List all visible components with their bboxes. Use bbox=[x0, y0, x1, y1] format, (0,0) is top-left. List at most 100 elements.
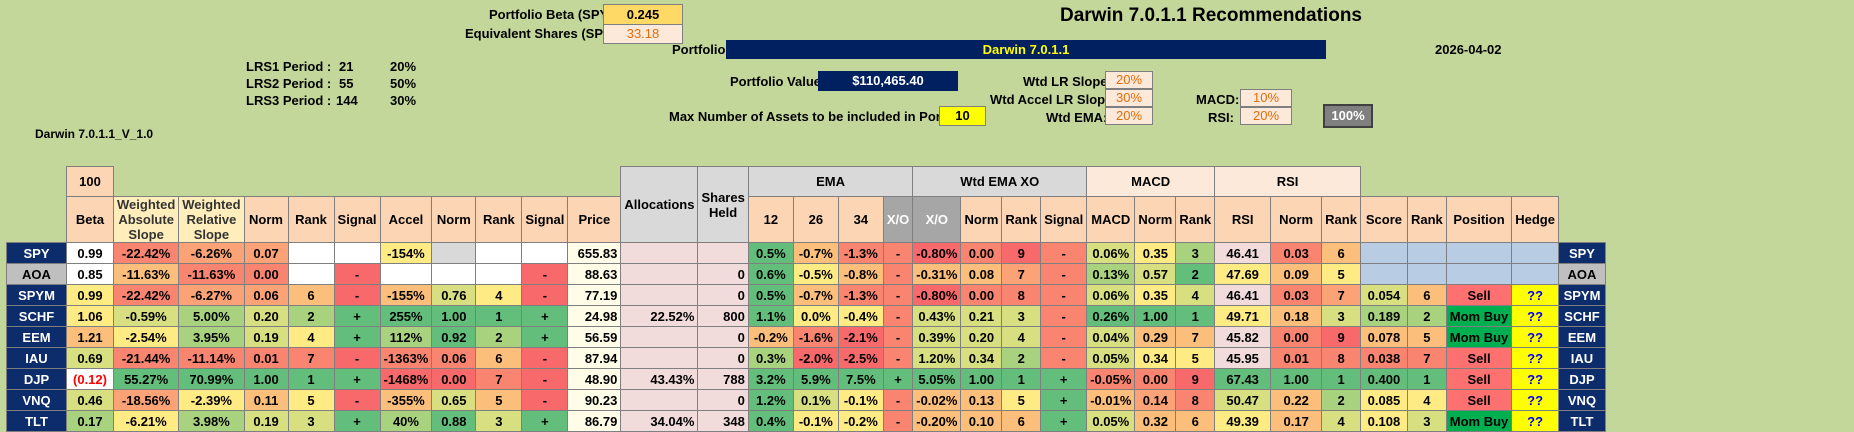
wtd-lr-slope-value[interactable]: 20% bbox=[1105, 71, 1153, 89]
rsi-cell: 50.47 bbox=[1214, 389, 1272, 411]
n4-cell: 0.35 bbox=[1134, 284, 1177, 306]
r4-cell: 3 bbox=[1175, 242, 1216, 264]
r3-cell: 5 bbox=[1001, 389, 1042, 411]
was-cell: -0.59% bbox=[112, 305, 180, 327]
n5-cell: 0.03 bbox=[1270, 284, 1323, 306]
wxo-cell: -0.31% bbox=[912, 263, 962, 285]
r1-cell bbox=[287, 263, 335, 285]
lrs3-label: LRS3 Period : bbox=[246, 93, 332, 108]
score-cell: 0.400 bbox=[1359, 368, 1408, 390]
wrs-cell: -11.63% bbox=[178, 263, 245, 285]
r2-cell: 3 bbox=[475, 410, 523, 432]
s3-cell: + bbox=[1040, 389, 1088, 411]
pos-cell: Mom Buy bbox=[1445, 410, 1513, 432]
n2-cell: 0.88 bbox=[431, 410, 477, 432]
score-cell: 0.108 bbox=[1359, 410, 1408, 432]
wtd-ema-value[interactable]: 20% bbox=[1105, 107, 1153, 125]
max-assets-label: Max Number of Assets to be included in P… bbox=[669, 109, 977, 124]
e34-cell: -1.3% bbox=[837, 242, 884, 264]
n1-cell: 0.06 bbox=[243, 284, 289, 306]
rsi-weight-value[interactable]: 20% bbox=[1240, 107, 1292, 125]
ticker-right-cell: AOA bbox=[1557, 263, 1606, 285]
macd-weight-label: MACD: bbox=[1196, 92, 1240, 107]
rk-cell: 2 bbox=[1406, 305, 1447, 327]
alloc-cell bbox=[620, 326, 699, 348]
r1-cell: 1 bbox=[287, 368, 335, 390]
r1-cell: 3 bbox=[287, 410, 335, 432]
r2-cell bbox=[475, 242, 523, 264]
e34-cell: -0.8% bbox=[837, 263, 884, 285]
pos-cell bbox=[1445, 263, 1513, 285]
wtd-lr-slope-label: Wtd LR Slope: bbox=[1023, 74, 1112, 89]
n2-cell: 0.76 bbox=[431, 284, 477, 306]
pos-cell: Sell bbox=[1445, 368, 1513, 390]
score-cell bbox=[1359, 242, 1408, 264]
ticker-right-cell: SPY bbox=[1557, 242, 1606, 264]
r3-cell: 8 bbox=[1001, 284, 1042, 306]
price-cell: 87.94 bbox=[567, 347, 622, 369]
pos-cell: Mom Buy bbox=[1445, 305, 1513, 327]
n5-cell: 1.00 bbox=[1270, 368, 1323, 390]
lrs2-label: LRS2 Period : bbox=[246, 76, 332, 91]
beta-header: Beta bbox=[66, 196, 114, 243]
s1-cell: - bbox=[333, 263, 381, 285]
ticker-right-cell: SPYM bbox=[1557, 284, 1606, 306]
norm5-header: Norm bbox=[1270, 196, 1323, 243]
xo-cell: - bbox=[882, 410, 914, 432]
e12-cell: -0.2% bbox=[747, 326, 794, 348]
price-cell: 56.59 bbox=[567, 326, 622, 348]
wrs-cell: 70.99% bbox=[178, 368, 245, 390]
macd-cell: -0.05% bbox=[1086, 368, 1136, 390]
r4-cell: 8 bbox=[1175, 389, 1216, 411]
n5-cell: 0.09 bbox=[1270, 263, 1323, 285]
was-header: Weighted Absolute Slope bbox=[112, 196, 180, 243]
r2-cell: 4 bbox=[475, 284, 523, 306]
wrs-cell: -6.27% bbox=[178, 284, 245, 306]
sh-cell: 0 bbox=[697, 326, 749, 348]
accel-header: Accel bbox=[379, 196, 433, 243]
n3-cell: 0.34 bbox=[960, 347, 1003, 369]
xo-cell: - bbox=[882, 263, 914, 285]
n2-cell: 0.65 bbox=[431, 389, 477, 411]
max-assets-value[interactable]: 10 bbox=[939, 106, 986, 126]
ticker-right-cell: DJP bbox=[1557, 368, 1606, 390]
s2-cell: - bbox=[521, 347, 569, 369]
hedge-cell: ?? bbox=[1511, 305, 1559, 327]
rank3-header: Rank bbox=[1001, 196, 1042, 243]
hedge-cell: ?? bbox=[1511, 347, 1559, 369]
norm1-header: Norm bbox=[243, 196, 289, 243]
score-cell: 0.078 bbox=[1359, 326, 1408, 348]
score-cell: 0.189 bbox=[1359, 305, 1408, 327]
hedge-cell: ?? bbox=[1511, 389, 1559, 411]
beta-cell: 1.06 bbox=[66, 305, 114, 327]
ticker-cell: DJP bbox=[6, 368, 67, 390]
wtd-accel-value[interactable]: 30% bbox=[1105, 89, 1153, 107]
allocations-header: Allocations bbox=[620, 166, 699, 243]
wrs-cell: -6.26% bbox=[178, 242, 245, 264]
r5-cell: 9 bbox=[1321, 326, 1361, 348]
position-header: Position bbox=[1445, 196, 1513, 243]
macd-weight-value[interactable]: 10% bbox=[1240, 89, 1292, 107]
r3-cell: 9 bbox=[1001, 242, 1042, 264]
n5-cell: 0.00 bbox=[1270, 326, 1323, 348]
r2-cell: 7 bbox=[475, 368, 523, 390]
portfolio-value: $110,465.40 bbox=[818, 71, 958, 91]
table-row: EEM 1.21 -2.54% 3.95% 0.19 4 +112% 0.92 2 +56.59 0… bbox=[6, 326, 1606, 348]
hedge-header: Hedge bbox=[1511, 196, 1559, 243]
r4-cell: 5 bbox=[1175, 347, 1216, 369]
rank5-header: Rank bbox=[1321, 196, 1361, 243]
n3-cell: 0.00 bbox=[960, 284, 1003, 306]
ticker-right-cell: TLT bbox=[1557, 410, 1606, 432]
rsi-header: RSI bbox=[1214, 196, 1272, 243]
xo2-header: X/O bbox=[912, 196, 962, 243]
n3-cell: 0.10 bbox=[960, 410, 1003, 432]
e26-cell: -1.6% bbox=[792, 326, 839, 348]
signal2-header: Signal bbox=[521, 196, 569, 243]
n4-cell: 0.29 bbox=[1134, 326, 1177, 348]
ticker-cell: IAU bbox=[6, 347, 67, 369]
r4-cell: 1 bbox=[1175, 305, 1216, 327]
portfolio-name: Darwin 7.0.1.1 bbox=[726, 40, 1326, 59]
wxo-cell: 5.05% bbox=[912, 368, 962, 390]
sh-cell: 0 bbox=[697, 263, 749, 285]
n3-cell: 0.00 bbox=[960, 242, 1003, 264]
